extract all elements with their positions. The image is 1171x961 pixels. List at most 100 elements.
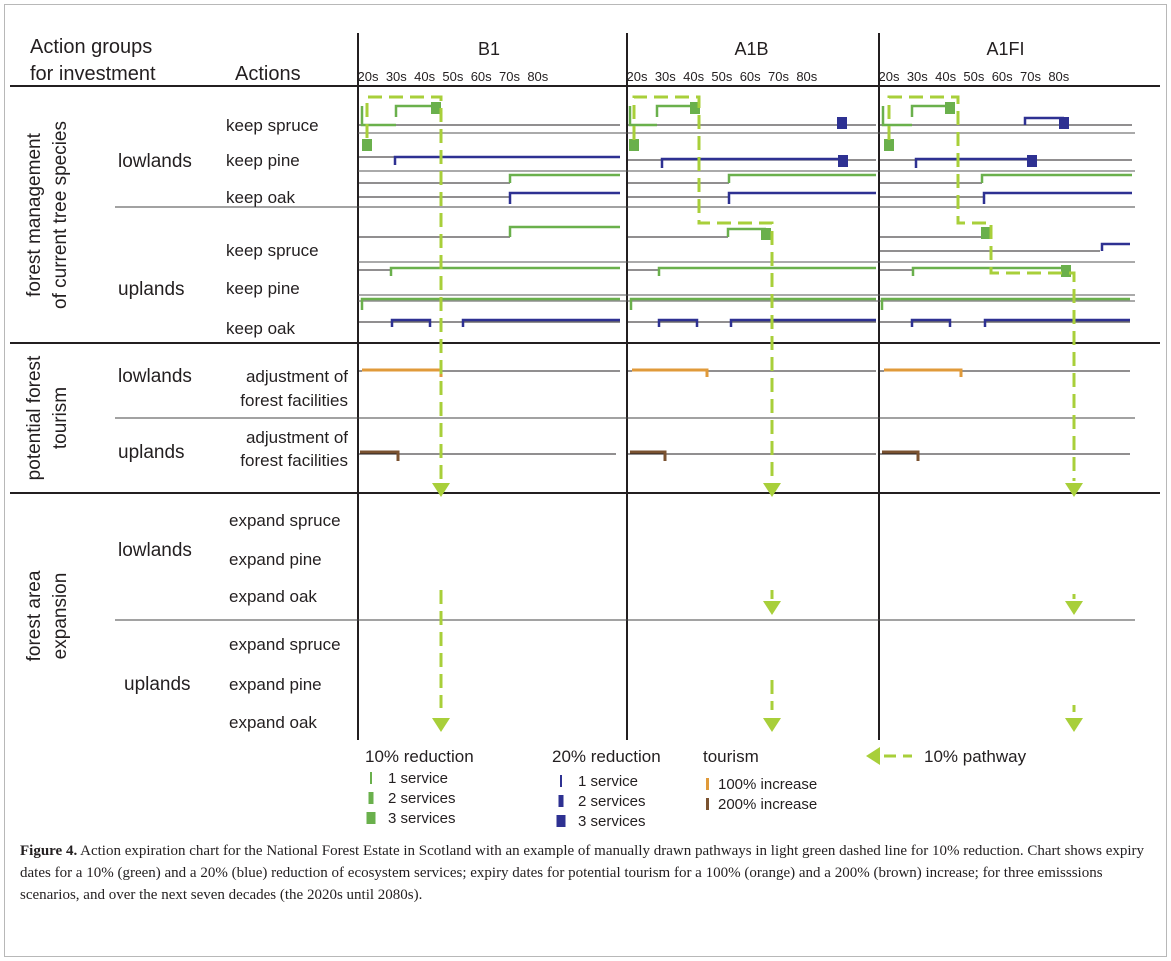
expiry-bar [726,227,766,237]
action-label: keep oak [226,188,295,207]
expiry-bar [881,106,912,127]
header-action-groups: Action groups [30,36,152,58]
pathway-arrowhead [763,601,781,615]
expiry-bar [393,155,620,165]
group-potential-tourism: potential forest [24,355,45,480]
legend-20-swatch-1 [560,775,562,787]
decade-label: 80s [527,69,548,84]
decade-label: 60s [471,69,492,84]
expiry-bar [508,173,620,183]
expiry-bar [1100,242,1130,251]
legend-20-swatch-2 [558,795,564,807]
expiry-bar [880,297,1130,310]
expiry-marker [1061,265,1071,277]
legend-20-swatch-3 [556,815,566,827]
scenario-label-a1fi: A1FI [986,39,1024,59]
expiry-marker [431,102,441,114]
legend-tourism-swatch-2 [706,798,709,810]
expiry-bar [657,318,699,327]
decade-label: 20s [879,69,900,84]
group-forest-management-2: of current tree species [50,121,71,309]
expiry-bar [629,297,876,310]
expiry-marker [945,102,955,114]
decade-label: 80s [796,69,817,84]
decade-label: 30s [655,69,676,84]
expiry-marker [838,155,848,167]
group-forest-expansion-2: expansion [50,573,71,660]
pathway-arrowhead [432,483,450,497]
group-potential-tourism-2: tourism [50,387,71,449]
legend-20-title: 20% reduction [552,747,661,766]
expiry-bar [508,225,620,237]
action-label: keep spruce [226,241,319,260]
legend-tourism-title: tourism [703,747,759,766]
subgroup-uplands-tourism: uplands [118,442,185,463]
expiry-bar [914,157,1032,168]
subgroup-lowlands-expansion: lowlands [118,540,192,561]
figure-frame [4,4,1167,957]
decade-label: 40s [414,69,435,84]
expiry-bar [727,173,876,183]
action-label: expand pine [229,550,322,569]
legend-10-item-3: 3 services [388,810,456,827]
decade-label: 50s [963,69,984,84]
pathway-arrowhead [432,718,450,732]
expiry-marker [629,139,639,151]
action-label: expand oak [229,587,317,606]
expiry-bars [358,102,1132,461]
subgroup-lowlands-fm: lowlands [118,151,192,172]
expiry-bar [360,450,400,461]
action-adjustment-uplands-2: forest facilities [240,451,348,470]
pathway-line [887,95,1076,481]
expiry-bar [727,191,876,204]
action-label: keep spruce [226,116,319,135]
expiry-bar [882,450,920,461]
legend-10-swatch-1 [370,772,372,784]
chart-labels: Action groups for investment Actions B1 A1B A… [24,36,1070,732]
legend-10-title: 10% reduction [365,747,474,766]
expiry-bar [980,173,1132,183]
decade-label: 60s [992,69,1013,84]
legend-pathway-label: 10% pathway [924,747,1027,766]
figure-caption: Figure 4. Action expiration chart for th… [20,840,1148,906]
expiry-bar [362,368,443,377]
expiry-marker [837,117,847,129]
legend-10-item-1: 1 service [388,770,448,787]
expiry-marker [1059,117,1069,129]
expiry-bar [657,266,876,276]
decade-label: 70s [1020,69,1041,84]
decade-label: 20s [627,69,648,84]
action-adjustment-lowlands-2: forest facilities [240,391,348,410]
subgroup-lowlands-tourism: lowlands [118,366,192,387]
legend-tourism-item-2: 200% increase [718,796,817,813]
action-label: keep pine [226,151,300,170]
expiry-bar [632,368,709,377]
expiry-bar [390,318,432,327]
pathway-arrows [365,95,1083,732]
decade-label: 50s [711,69,732,84]
action-label: keep oak [226,319,295,338]
chart-grid [10,33,1160,740]
pathway-arrowhead [1065,483,1083,497]
expiry-marker [981,227,991,239]
header-actions: Actions [235,63,301,85]
expiry-bar [983,318,1130,327]
decade-label: 80s [1048,69,1069,84]
decade-label: 70s [499,69,520,84]
expiry-bar [360,106,396,127]
expiry-bar [1023,116,1064,125]
action-label: keep pine [226,279,300,298]
decade-label: 30s [386,69,407,84]
pathway-arrowhead [1065,601,1083,615]
expiry-bar [628,106,657,127]
caption-label: Figure 4. [20,843,78,859]
expiry-bar [461,318,620,327]
decade-label: 50s [442,69,463,84]
expiry-bar [911,266,1066,276]
expiry-marker [690,102,700,114]
expiry-marker [1027,155,1037,167]
expiry-bar [394,104,438,117]
legend-10-swatch-3 [366,812,376,824]
action-adjustment-uplands: adjustment of [246,428,348,447]
